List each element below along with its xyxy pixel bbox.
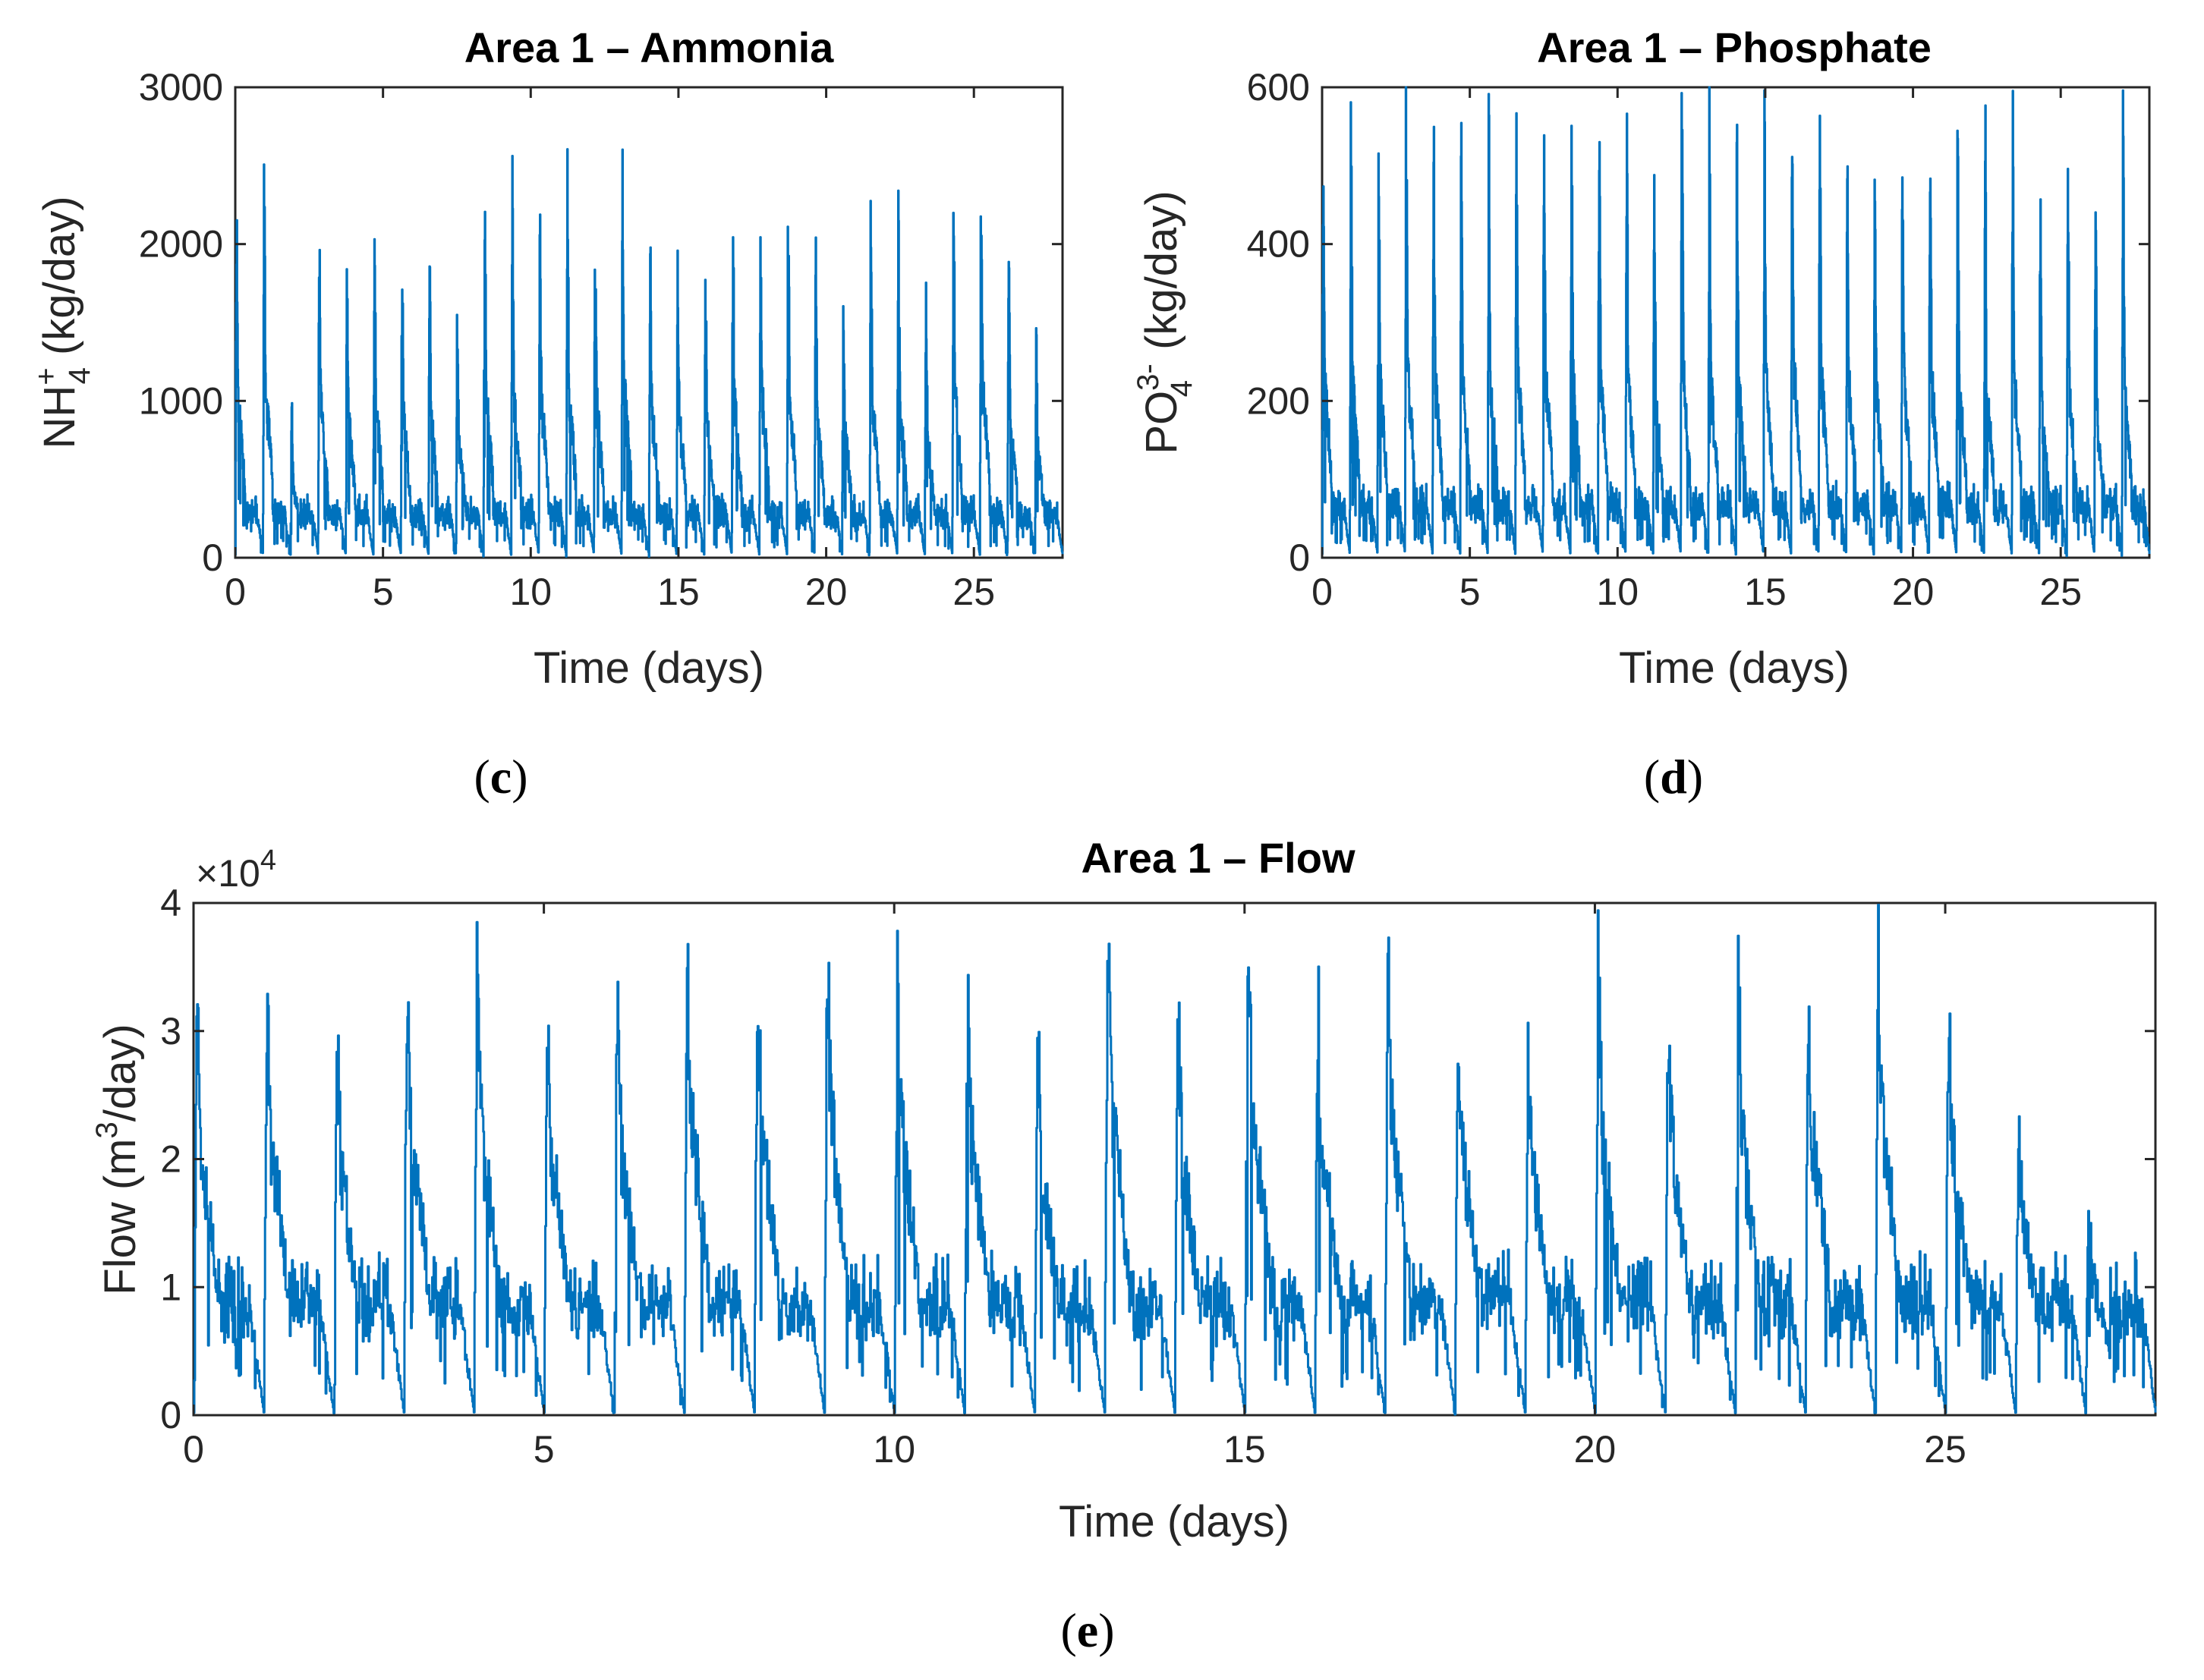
phosphate-y-tick-label: 400 (1247, 223, 1310, 266)
ammonia-x-tick-label: 25 (952, 571, 995, 613)
phosphate-x-tick-label: 25 (2039, 571, 2082, 613)
phosphate-title: Area 1 – Phosphate (1537, 24, 1932, 71)
ammonia-x-tick-label: 15 (657, 571, 700, 613)
phosphate-x-ticks: 0 5 10 15 20 25 (1311, 87, 2082, 613)
flow-x-tick-label: 15 (1223, 1428, 1266, 1471)
ammonia-y-label-main: NH (35, 385, 84, 449)
ammonia-y-tick-label: 0 (202, 536, 223, 579)
phosphate-y-label-rest: (kg/day) (1137, 190, 1186, 362)
flow-x-tick-label: 20 (1574, 1428, 1617, 1471)
panel-label-c: (c) (474, 750, 527, 804)
phosphate-y-tick-label: 0 (1289, 536, 1310, 579)
flow-y-ticks: 0 1 2 3 4 (160, 882, 2155, 1436)
flow-x-label: Time (days) (1059, 1497, 1289, 1546)
phosphate-y-tick-label: 200 (1247, 379, 1310, 422)
flow-series-line (193, 904, 2157, 1416)
flow-y-label: Flow (m3/day) (90, 1024, 145, 1295)
flow-exponent: ×104 (196, 845, 276, 895)
ammonia-y-label-sub: 4 (63, 367, 96, 384)
ammonia-title: Area 1 – Ammonia (464, 24, 834, 71)
phosphate-x-label: Time (days) (1619, 643, 1850, 693)
flow-x-tick-label: 5 (534, 1428, 555, 1471)
phosphate-y-ticks: 0 200 400 600 (1247, 66, 2149, 579)
ammonia-y-label-sup: + (30, 367, 63, 385)
ammonia-y-tick-label: 3000 (139, 66, 223, 109)
phosphate-y-tick-label: 600 (1247, 66, 1310, 109)
panel-label-d-letter: d (1660, 750, 1687, 804)
panel-label-d: (d) (1644, 750, 1703, 804)
phosphate-y-label-sub: 4 (1165, 380, 1198, 397)
ammonia-y-tick-label: 2000 (139, 223, 223, 266)
flow-exponent-power: 4 (260, 845, 276, 876)
panel-label-e: (e) (1060, 1603, 1114, 1657)
flow-y-tick-label: 2 (160, 1138, 181, 1181)
phosphate-x-tick-label: 20 (1892, 571, 1935, 613)
phosphate-x-tick-label: 10 (1596, 571, 1639, 613)
flow-y-label-main: Flow (m (96, 1139, 145, 1295)
phosphate-y-label-sup: 3- (1132, 363, 1165, 391)
phosphate-series-group (1321, 86, 2151, 558)
phosphate-y-label: PO3-4 (kg/day) (1132, 190, 1198, 454)
ammonia-y-tick-label: 1000 (139, 379, 223, 422)
ammonia-x-tick-label: 10 (509, 571, 552, 613)
ammonia-series-line (234, 148, 1064, 558)
phosphate-x-tick-label: 0 (1311, 571, 1333, 613)
flow-x-tick-label: 0 (183, 1428, 204, 1471)
ammonia-y-ticks: 0 1000 2000 3000 (139, 66, 1063, 579)
flow-x-tick-label: 25 (1924, 1428, 1966, 1471)
phosphate-x-tick-label: 5 (1459, 571, 1481, 613)
ammonia-x-label: Time (days) (534, 643, 764, 693)
flow-y-tick-label: 4 (160, 882, 181, 924)
ammonia-panel: Area 1 – Ammonia 0 5 10 15 20 25 0 1000 2000 300… (30, 24, 1064, 804)
ammonia-x-ticks: 0 5 10 15 20 25 (225, 87, 995, 613)
phosphate-panel: Area 1 – Phosphate 0 5 10 15 20 25 0 200 400 600… (1132, 24, 2151, 804)
flow-y-tick-label: 3 (160, 1010, 181, 1052)
flow-exponent-base: ×10 (196, 852, 260, 895)
flow-title: Area 1 – Flow (1081, 834, 1355, 882)
ammonia-x-tick-label: 0 (225, 571, 246, 613)
ammonia-x-tick-label: 20 (805, 571, 848, 613)
ammonia-series-group (234, 148, 1064, 558)
flow-y-tick-label: 0 (160, 1394, 181, 1436)
flow-x-tick-label: 10 (873, 1428, 915, 1471)
phosphate-series-line (1321, 86, 2151, 558)
panel-label-c-letter: c (490, 750, 512, 804)
panel-label-e-letter: e (1077, 1603, 1098, 1657)
flow-series-group (193, 904, 2157, 1416)
flow-x-ticks: 0 5 10 15 20 25 (183, 903, 1966, 1471)
ammonia-x-tick-label: 5 (373, 571, 394, 613)
flow-y-label-sup: 3 (90, 1122, 124, 1138)
phosphate-y-label-main: PO (1137, 391, 1186, 455)
ammonia-y-label: NH+4 (kg/day) (30, 196, 96, 448)
flow-y-tick-label: 1 (160, 1266, 181, 1308)
phosphate-x-tick-label: 15 (1744, 571, 1787, 613)
flow-y-label-rest: /day) (96, 1024, 145, 1122)
ammonia-y-label-rest: (kg/day) (35, 196, 84, 367)
